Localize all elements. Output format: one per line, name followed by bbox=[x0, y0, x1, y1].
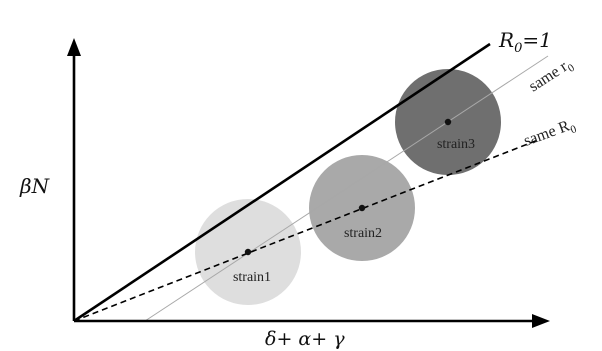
strain2-label: strain2 bbox=[344, 226, 382, 241]
y-axis-arrowhead bbox=[67, 38, 81, 56]
r0-threshold-line bbox=[73, 42, 491, 323]
strain2-center-dot bbox=[358, 204, 366, 212]
same-r0-label: same r0 bbox=[526, 55, 577, 98]
r0-threshold-label-tail: =1 bbox=[522, 28, 551, 52]
y-axis-label: βN bbox=[19, 174, 51, 198]
r0-threshold-label-sub: 0 bbox=[514, 41, 522, 56]
r0-threshold-label-main: R bbox=[498, 28, 514, 52]
same-r0-label-sub: 0 bbox=[566, 62, 578, 75]
same-R0-label-sub: 0 bbox=[569, 123, 579, 136]
strain1-center-dot bbox=[244, 248, 252, 256]
same-R0-line bbox=[73, 139, 539, 322]
strain1-label: strain1 bbox=[233, 270, 271, 285]
x-axis-label: δ+ α+ γ bbox=[265, 328, 345, 350]
strain3-center-dot bbox=[444, 118, 452, 126]
axes bbox=[67, 38, 550, 328]
r0-threshold-label: R0=1 bbox=[498, 28, 552, 56]
strain3-label: strain3 bbox=[437, 137, 475, 152]
same-r0-label-main: same r bbox=[526, 58, 571, 96]
x-axis-arrowhead bbox=[532, 314, 550, 328]
same-R0-label-main: same R bbox=[522, 117, 573, 149]
same-R0-label: same R0 bbox=[522, 115, 579, 152]
same-r0-line bbox=[144, 55, 549, 322]
